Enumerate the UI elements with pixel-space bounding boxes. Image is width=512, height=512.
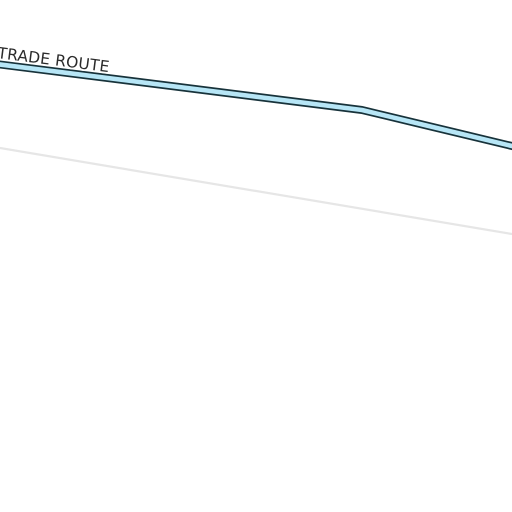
trade-route-line[interactable] [0,62,512,149]
minor-road-line [0,146,512,236]
